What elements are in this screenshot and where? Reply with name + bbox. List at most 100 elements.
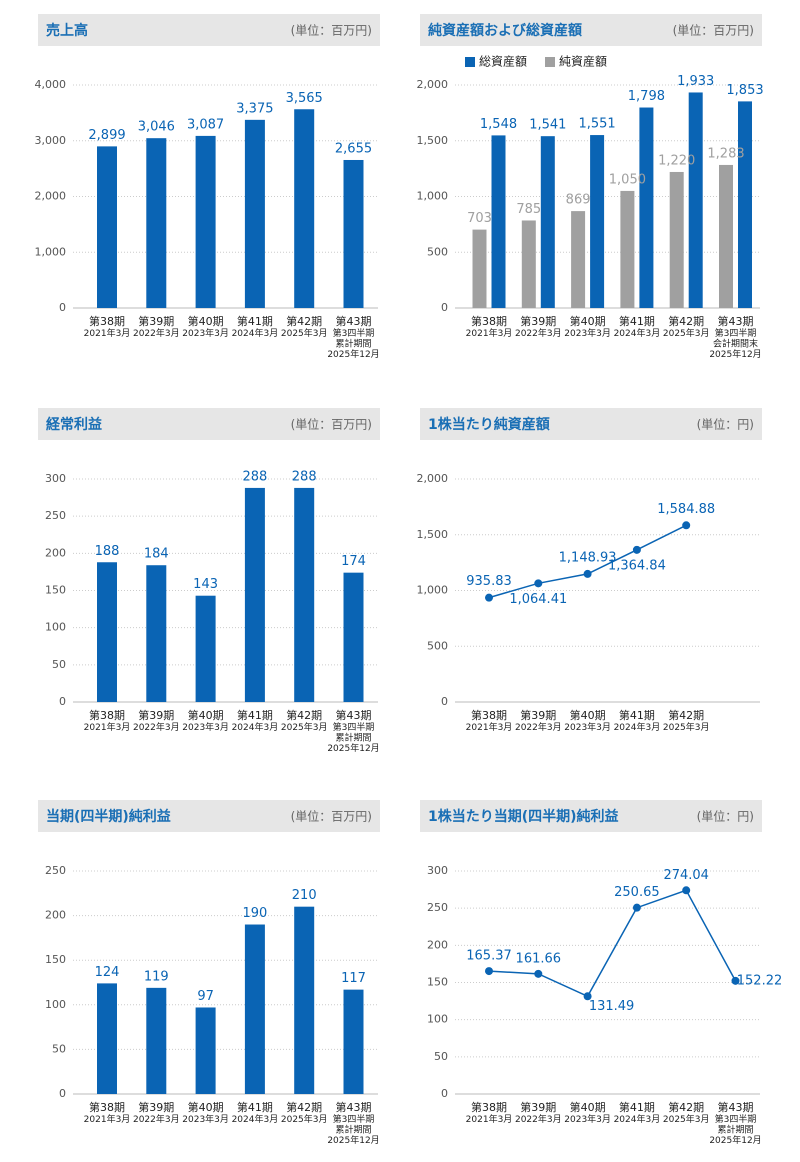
- y-tick-label: 100: [45, 998, 66, 1011]
- panel-header: [38, 800, 380, 832]
- value-label: 1,584.88: [657, 502, 715, 517]
- bar: [244, 119, 265, 308]
- y-tick-label: 500: [427, 639, 448, 652]
- bar: [491, 135, 506, 308]
- x-tick-label: 累計期間: [335, 1124, 371, 1136]
- x-tick-label: 第38期: [89, 708, 125, 722]
- panel-header: [420, 800, 762, 832]
- x-tick-label: 第38期: [471, 314, 507, 328]
- bar: [639, 107, 654, 308]
- x-tick-label: 第40期: [188, 314, 224, 328]
- bar: [146, 565, 167, 702]
- value-label: 174: [341, 554, 366, 569]
- x-tick-label: 第41期: [237, 1100, 273, 1114]
- value-label: 703: [467, 211, 492, 226]
- x-tick-label: 累計期間: [717, 1124, 753, 1136]
- x-tick-label: 第3四半期: [715, 327, 757, 339]
- bar: [244, 924, 265, 1094]
- panel-title: 当期(四半期)純利益: [46, 808, 171, 825]
- value-label: 250.65: [614, 885, 660, 900]
- value-label: 3,565: [286, 91, 323, 106]
- x-tick-label: 2024年3月: [232, 1113, 279, 1125]
- bar: [195, 595, 216, 702]
- y-tick-label: 1,000: [417, 584, 449, 597]
- x-tick-label: 第42期: [286, 314, 322, 328]
- value-label: 131.49: [589, 999, 635, 1014]
- x-tick-label: 第42期: [668, 708, 704, 722]
- y-tick-label: 200: [427, 938, 448, 951]
- bar: [343, 159, 364, 308]
- bar: [244, 487, 265, 702]
- point: [682, 886, 691, 895]
- x-tick-label: 2025年12月: [709, 348, 761, 360]
- y-tick-label: 200: [45, 909, 66, 922]
- value-label: 2,655: [335, 141, 372, 156]
- y-tick-label: 150: [45, 584, 66, 597]
- value-label: 117: [341, 971, 366, 986]
- value-label: 1,364.84: [608, 558, 666, 573]
- x-tick-label: 第41期: [237, 314, 273, 328]
- panel-title: 1株当たり純資産額: [428, 416, 550, 433]
- x-tick-label: 第43期: [336, 1100, 372, 1114]
- x-tick-label: 第39期: [520, 314, 556, 328]
- panel-header: [420, 408, 762, 440]
- unit-label: (単位：百万円): [291, 417, 372, 432]
- value-label: 869: [566, 193, 591, 208]
- panel-title: 1株当たり当期(四半期)純利益: [428, 808, 619, 825]
- bar: [472, 229, 487, 308]
- x-tick-label: 2024年3月: [232, 721, 279, 733]
- y-tick-label: 3,000: [35, 134, 67, 147]
- y-tick-label: 100: [427, 1013, 448, 1026]
- x-tick-label: 2021年3月: [466, 327, 513, 339]
- value-label: 143: [193, 577, 218, 592]
- unit-label: (単位：円): [697, 809, 754, 824]
- y-tick-label: 150: [45, 953, 66, 966]
- x-tick-label: 累計期間: [335, 338, 371, 350]
- x-tick-label: 第38期: [89, 1100, 125, 1114]
- x-tick-label: 2021年3月: [84, 1113, 131, 1125]
- value-label: 3,375: [236, 101, 273, 116]
- x-tick-label: 2021年3月: [466, 1113, 513, 1125]
- x-tick-label: 2025年12月: [709, 1134, 761, 1146]
- x-tick-label: 第3四半期: [333, 1113, 375, 1125]
- point: [534, 579, 543, 588]
- y-tick-label: 0: [441, 1087, 448, 1100]
- y-tick-label: 4,000: [35, 78, 67, 91]
- bar: [343, 572, 364, 702]
- x-tick-label: 2025年3月: [663, 721, 710, 733]
- value-label: 274.04: [663, 868, 709, 883]
- x-tick-label: 会計期間末: [713, 338, 758, 350]
- x-tick-label: 第41期: [619, 708, 655, 722]
- value-label: 935.83: [466, 574, 512, 589]
- x-tick-label: 第3四半期: [333, 327, 375, 339]
- point: [485, 593, 493, 602]
- x-tick-label: 2023年3月: [564, 1113, 611, 1125]
- x-tick-label: 第38期: [89, 314, 125, 328]
- x-tick-label: 2021年3月: [84, 721, 131, 733]
- legend-label: 総資産額: [479, 54, 527, 69]
- bar: [669, 171, 684, 308]
- y-tick-label: 0: [59, 1087, 66, 1100]
- x-tick-label: 2024年3月: [232, 327, 279, 339]
- value-label: 161.66: [516, 951, 562, 966]
- bar: [343, 989, 364, 1094]
- line: [488, 889, 737, 998]
- unit-label: (単位：円): [697, 417, 754, 432]
- panel-header: [38, 14, 380, 46]
- x-tick-label: 2021年3月: [466, 721, 513, 733]
- x-tick-label: 第38期: [471, 1100, 507, 1114]
- bar: [97, 983, 117, 1094]
- value-label: 190: [242, 906, 267, 921]
- value-label: 1,798: [628, 89, 665, 104]
- point: [583, 992, 592, 1001]
- x-tick-label: 第42期: [286, 1100, 322, 1114]
- y-tick-label: 250: [45, 509, 66, 522]
- bar: [294, 487, 315, 702]
- value-label: 1,050: [609, 172, 646, 187]
- point: [682, 521, 691, 530]
- bar: [521, 220, 536, 308]
- y-tick-label: 150: [427, 976, 448, 989]
- value-label: 3,087: [187, 117, 224, 132]
- bar: [294, 906, 315, 1094]
- bar: [620, 190, 635, 308]
